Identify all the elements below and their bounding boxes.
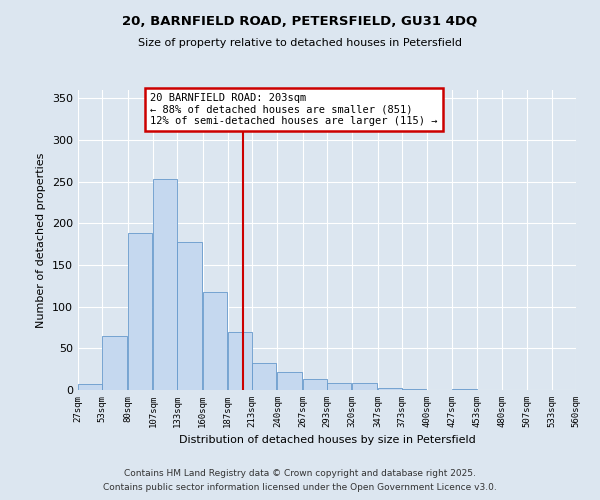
Bar bbox=[78, 384, 103, 390]
Y-axis label: Number of detached properties: Number of detached properties bbox=[37, 152, 46, 328]
Bar bbox=[327, 384, 352, 390]
Bar bbox=[203, 292, 227, 390]
Bar bbox=[103, 336, 127, 390]
Bar bbox=[252, 364, 277, 390]
Bar bbox=[153, 179, 177, 390]
Bar bbox=[177, 242, 202, 390]
Bar bbox=[128, 234, 152, 390]
Text: 20, BARNFIELD ROAD, PETERSFIELD, GU31 4DQ: 20, BARNFIELD ROAD, PETERSFIELD, GU31 4D… bbox=[122, 15, 478, 28]
Bar bbox=[452, 389, 477, 390]
Bar bbox=[352, 384, 377, 390]
Bar bbox=[377, 388, 402, 390]
X-axis label: Distribution of detached houses by size in Petersfield: Distribution of detached houses by size … bbox=[179, 436, 475, 446]
Text: Contains HM Land Registry data © Crown copyright and database right 2025.: Contains HM Land Registry data © Crown c… bbox=[124, 468, 476, 477]
Bar bbox=[402, 389, 426, 390]
Bar bbox=[228, 332, 252, 390]
Text: Contains public sector information licensed under the Open Government Licence v3: Contains public sector information licen… bbox=[103, 484, 497, 492]
Text: Size of property relative to detached houses in Petersfield: Size of property relative to detached ho… bbox=[138, 38, 462, 48]
Bar bbox=[302, 379, 327, 390]
Text: 20 BARNFIELD ROAD: 203sqm
← 88% of detached houses are smaller (851)
12% of semi: 20 BARNFIELD ROAD: 203sqm ← 88% of detac… bbox=[150, 93, 438, 126]
Bar bbox=[277, 372, 302, 390]
